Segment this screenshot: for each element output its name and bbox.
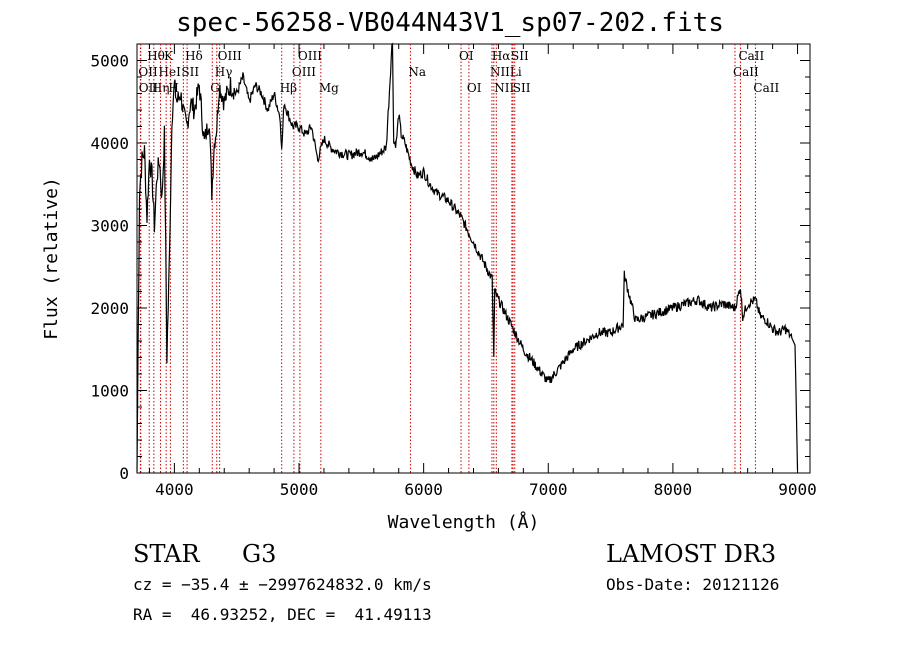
obs-date: Obs-Date: 20121126 xyxy=(606,575,780,594)
spectral-line-label: CaII xyxy=(738,49,764,63)
object-subclass: G3 xyxy=(242,540,277,568)
spectral-line-label: Mg xyxy=(319,81,339,95)
spectral-line-label: OII xyxy=(138,65,158,79)
object-class: STAR xyxy=(133,540,200,568)
spectral-line-label: OI xyxy=(459,49,474,63)
x-tick-label: 8000 xyxy=(654,480,693,499)
y-tick-label: 3000 xyxy=(90,217,129,236)
spectral-line-label: NII xyxy=(490,65,510,79)
x-tick-label: 4000 xyxy=(155,480,194,499)
spectral-line-label: Hδ xyxy=(185,49,203,63)
chart-title: spec-56258-VB044N43V1_sp07-202.fits xyxy=(176,8,724,38)
spectral-line-label: OIII xyxy=(218,49,242,63)
x-axis-label: Wavelength (Å) xyxy=(388,511,540,533)
ra-dec: RA = 46.93252, DEC = 41.49113 xyxy=(133,605,432,624)
spectral-line-label: SII xyxy=(181,65,199,79)
redshift-cz: cz = −35.4 ± −2997624832.0 km/s xyxy=(133,575,432,594)
x-tick-label: 5000 xyxy=(280,480,319,499)
spectral-line-label: CaII xyxy=(733,65,759,79)
spectral-line-label: Hη xyxy=(152,81,170,95)
spectral-line-label: Hγ xyxy=(215,65,233,79)
x-tick-label: 6000 xyxy=(404,480,443,499)
spectral-line-label: CaII xyxy=(753,81,779,95)
spectral-line-label: Hα xyxy=(492,49,511,63)
spectral-line-label: OIII xyxy=(298,49,322,63)
spectral-line-label: Hβ xyxy=(280,81,297,95)
spectral-line-label: Hθ xyxy=(147,49,165,63)
spectral-line-label: K xyxy=(164,49,174,63)
y-tick-label: 4000 xyxy=(90,134,129,153)
spectral-line-label: OII xyxy=(139,81,159,95)
y-axis-label: Flux (relative) xyxy=(41,177,62,340)
y-tick-label: 2000 xyxy=(90,299,129,318)
y-tick-label: 5000 xyxy=(90,52,129,71)
spectral-line-label: G xyxy=(210,81,220,95)
y-tick-label: 1000 xyxy=(90,382,129,401)
spectral-line-label: NII xyxy=(494,81,514,95)
spectral-line-label: Li xyxy=(510,65,522,79)
x-tick-label: 9000 xyxy=(778,480,817,499)
spectral-line-label: OI xyxy=(467,81,482,95)
spectral-line-label: SII xyxy=(513,81,531,95)
x-tick-label: 7000 xyxy=(529,480,568,499)
spectral-line-label: OIII xyxy=(292,65,316,79)
plot-frame xyxy=(136,43,811,474)
spectral-line-label: SII xyxy=(511,49,529,63)
spectral-line-label: Na xyxy=(408,65,426,79)
spectral-line-label: HeI xyxy=(159,65,182,79)
survey-name: LAMOST DR3 xyxy=(606,540,777,568)
spectrum-line xyxy=(136,42,799,472)
y-tick-label: 0 xyxy=(119,464,129,483)
